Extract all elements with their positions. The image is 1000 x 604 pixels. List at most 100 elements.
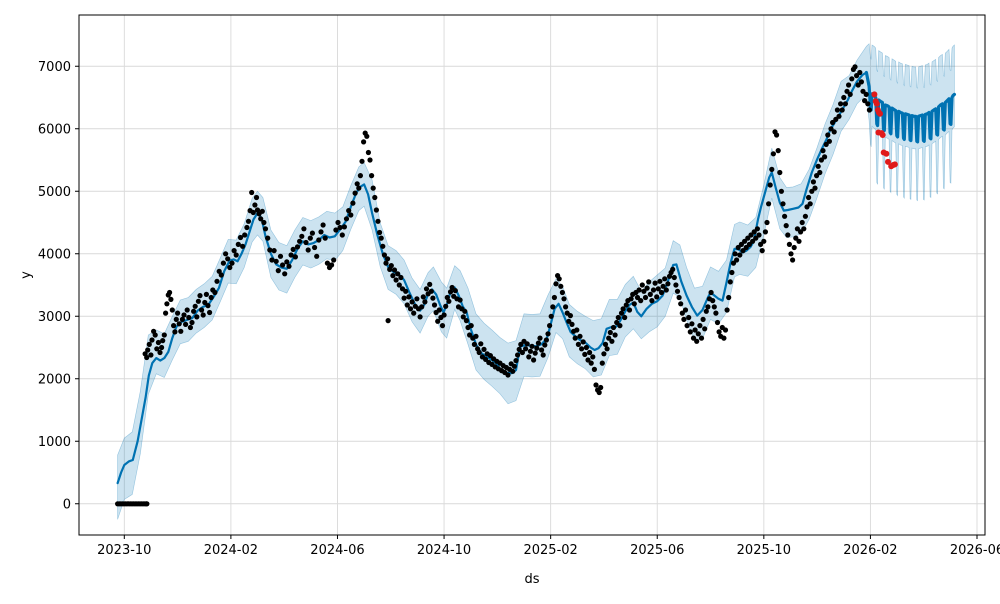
observed-point	[335, 219, 341, 226]
observed-point	[670, 266, 676, 272]
observed-point	[187, 324, 193, 331]
observed-point	[746, 241, 753, 247]
observed-point	[377, 229, 383, 236]
observed-point	[855, 82, 861, 88]
observed-point	[526, 354, 532, 360]
observed-point	[395, 271, 401, 277]
observed-point	[596, 389, 602, 396]
observed-point	[403, 288, 409, 294]
observed-point	[558, 283, 564, 289]
observed-point	[839, 107, 845, 113]
observed-point	[471, 341, 477, 347]
observed-point	[857, 69, 863, 76]
observed-point	[505, 372, 511, 378]
observed-point	[775, 148, 781, 154]
observed-point	[301, 226, 307, 232]
observed-point	[422, 299, 428, 305]
plot-border	[78, 14, 986, 536]
observed-point	[467, 332, 473, 338]
observed-point	[825, 132, 831, 138]
observed-point	[577, 333, 583, 339]
observed-point	[550, 304, 556, 310]
observed-point	[770, 151, 777, 157]
observed-point	[695, 331, 701, 337]
observed-point	[388, 263, 394, 269]
observed-point	[430, 295, 436, 301]
observed-point	[179, 316, 185, 322]
observed-point	[164, 301, 170, 307]
observed-point	[439, 323, 446, 329]
observed-point	[203, 291, 209, 297]
observed-point	[580, 339, 586, 345]
observed-point	[312, 244, 318, 251]
observed-point	[303, 239, 309, 246]
observed-point	[828, 126, 834, 132]
observed-point	[473, 333, 479, 339]
observed-point	[663, 287, 669, 293]
observed-point	[385, 318, 391, 324]
observed-point	[690, 335, 697, 341]
observed-point	[245, 218, 252, 224]
observed-point	[205, 303, 211, 309]
observed-point	[348, 212, 354, 218]
observed-point	[341, 224, 347, 230]
observed-point	[361, 139, 367, 145]
observed-point	[271, 248, 277, 254]
observed-point	[818, 157, 825, 163]
observed-point	[375, 218, 381, 224]
observed-point	[622, 314, 628, 321]
observed-point	[654, 294, 660, 300]
observed-point	[754, 226, 761, 232]
observed-point	[809, 188, 815, 194]
observed-point	[431, 302, 438, 308]
observed-point	[292, 254, 298, 260]
observed-point	[703, 308, 709, 314]
observed-point	[750, 238, 756, 244]
observed-point	[641, 288, 647, 294]
observed-point	[724, 307, 730, 313]
observed-point	[756, 232, 762, 238]
observed-point	[662, 276, 668, 282]
observed-point	[636, 287, 642, 293]
observed-point	[810, 179, 817, 185]
observed-point	[660, 283, 666, 289]
observed-point	[751, 229, 757, 235]
observed-point	[812, 185, 818, 191]
observed-point	[316, 237, 322, 243]
observed-point	[258, 216, 264, 222]
observed-point	[862, 98, 868, 104]
observed-point	[212, 289, 218, 296]
observed-point	[273, 258, 279, 264]
observed-point	[364, 133, 370, 139]
observed-point	[863, 91, 869, 97]
observed-point	[807, 201, 813, 207]
observed-point	[714, 319, 721, 326]
observed-point	[722, 327, 729, 333]
observed-point	[676, 294, 682, 301]
observed-point	[404, 302, 410, 308]
observed-point	[684, 323, 690, 329]
observed-point	[155, 339, 161, 346]
observed-point	[391, 267, 398, 273]
observed-point	[547, 323, 553, 329]
observed-point	[539, 347, 545, 353]
observed-point	[713, 310, 719, 316]
observed-point	[529, 343, 535, 349]
observed-point	[844, 88, 850, 94]
observed-point	[698, 335, 705, 341]
observed-point	[817, 169, 823, 176]
observed-point	[420, 294, 426, 300]
observed-point	[318, 229, 324, 235]
observed-point	[601, 351, 607, 357]
observed-point	[237, 234, 244, 241]
observed-point	[846, 82, 852, 88]
observed-point	[778, 188, 785, 194]
observed-point	[436, 307, 442, 313]
observed-point	[609, 338, 615, 344]
observed-point	[199, 307, 205, 313]
observed-point	[168, 296, 174, 302]
x-tick-label: 2024-10	[417, 543, 471, 558]
y-tick-label: 4000	[38, 247, 71, 262]
observed-point	[610, 324, 617, 331]
